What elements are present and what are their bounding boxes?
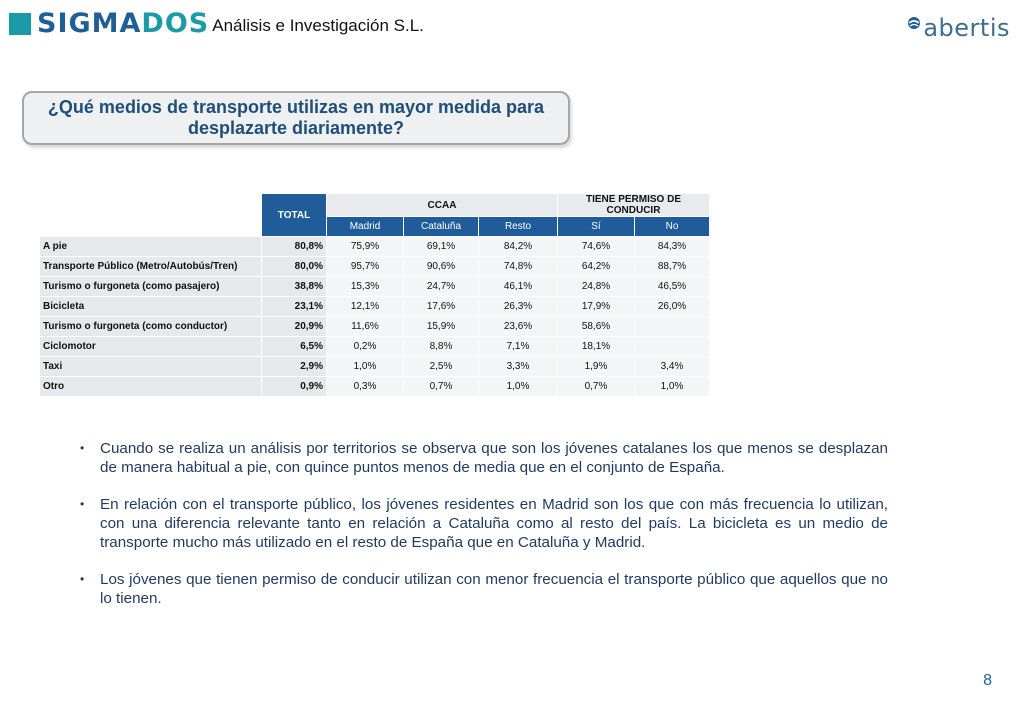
cell-cataluna: 15,9% xyxy=(403,316,479,337)
cell-madrid: 95,7% xyxy=(326,256,404,277)
cell-no: 46,5% xyxy=(634,276,710,297)
cell-resto: 26,3% xyxy=(478,296,558,317)
header-cataluna: Cataluña xyxy=(403,216,479,237)
cell-no: 1,0% xyxy=(634,376,710,397)
cell-resto: 3,3% xyxy=(478,356,558,377)
transport-table: TOTAL CCAA TIENE PERMISO DE CONDUCIR Mad… xyxy=(40,194,710,397)
cell-cataluna: 2,5% xyxy=(403,356,479,377)
row-total: 80,0% xyxy=(261,256,327,277)
row-label: Bicicleta xyxy=(40,296,262,317)
table-header-row-1: TOTAL CCAA TIENE PERMISO DE CONDUCIR xyxy=(40,194,710,237)
cell-madrid: 12,1% xyxy=(326,296,404,317)
bullet-text: Los jóvenes que tienen permiso de conduc… xyxy=(100,571,888,607)
cell-resto: 84,2% xyxy=(478,236,558,257)
cell-cataluna: 24,7% xyxy=(403,276,479,297)
cell-si: 58,6% xyxy=(557,316,635,337)
logo-wordmark: SIGMADOS xyxy=(37,10,209,38)
table-row: Bicicleta 23,1% 12,1% 17,6% 26,3% 17,9% … xyxy=(40,296,710,317)
cell-cataluna: 8,8% xyxy=(403,336,479,357)
cell-no: 26,0% xyxy=(634,296,710,317)
row-total: 23,1% xyxy=(261,296,327,317)
cell-resto: 46,1% xyxy=(478,276,558,297)
cell-madrid: 75,9% xyxy=(326,236,404,257)
header-no: No xyxy=(634,216,710,237)
cell-madrid: 0,3% xyxy=(326,376,404,397)
bullet-list: • Cuando se realiza un análisis por terr… xyxy=(80,439,888,626)
row-label: Turismo o furgoneta (como conductor) xyxy=(40,316,262,337)
abertis-wordmark: abertis xyxy=(923,14,1010,42)
sigmados-logo: SIGMADOS Análisis e Investigación S.L. xyxy=(9,10,424,38)
cell-resto: 7,1% xyxy=(478,336,558,357)
row-label: Transporte Público (Metro/Autobús/Tren) xyxy=(40,256,262,277)
bullet-dot-icon: • xyxy=(80,441,85,455)
row-label: Ciclomotor xyxy=(40,336,262,357)
header-empty-cell xyxy=(40,194,262,237)
header-madrid: Madrid xyxy=(326,216,404,237)
table-row: Transporte Público (Metro/Autobús/Tren) … xyxy=(40,256,710,277)
company-subtitle: Análisis e Investigación S.L. xyxy=(212,16,424,35)
cell-cataluna: 17,6% xyxy=(403,296,479,317)
cell-cataluna: 0,7% xyxy=(403,376,479,397)
bullet-dot-icon: • xyxy=(80,572,85,586)
row-label: Taxi xyxy=(40,356,262,377)
cell-resto: 23,6% xyxy=(478,316,558,337)
table-row: Otro 0,9% 0,3% 0,7% 1,0% 0,7% 1,0% xyxy=(40,376,710,397)
table-row: Ciclomotor 6,5% 0,2% 8,8% 7,1% 18,1% xyxy=(40,336,710,357)
logo-square-icon xyxy=(9,13,31,35)
cell-si: 17,9% xyxy=(557,296,635,317)
cell-madrid: 1,0% xyxy=(326,356,404,377)
row-total: 6,5% xyxy=(261,336,327,357)
cell-resto: 1,0% xyxy=(478,376,558,397)
table-row: Turismo o furgoneta (como pasajero) 38,8… xyxy=(40,276,710,297)
cell-si: 74,6% xyxy=(557,236,635,257)
cell-si: 64,2% xyxy=(557,256,635,277)
cell-madrid: 11,6% xyxy=(326,316,404,337)
question-title: ¿Qué medios de transporte utilizas en ma… xyxy=(47,97,545,138)
cell-no: 3,4% xyxy=(634,356,710,377)
list-item: • Los jóvenes que tienen permiso de cond… xyxy=(80,570,888,608)
header-total: TOTAL xyxy=(261,194,327,237)
question-box: ¿Qué medios de transporte utilizas en ma… xyxy=(22,91,570,145)
table-header-row-2: Madrid Cataluña Resto Sí No xyxy=(40,216,710,237)
cell-si: 24,8% xyxy=(557,276,635,297)
abertis-logo: abertis xyxy=(907,14,1010,42)
cell-si: 0,7% xyxy=(557,376,635,397)
cell-cataluna: 69,1% xyxy=(403,236,479,257)
row-label: Turismo o furgoneta (como pasajero) xyxy=(40,276,262,297)
cell-resto: 74,8% xyxy=(478,256,558,277)
row-label: A pie xyxy=(40,236,262,257)
cell-madrid: 0,2% xyxy=(326,336,404,357)
cell-no: 84,3% xyxy=(634,236,710,257)
bullet-dot-icon: • xyxy=(80,497,85,511)
row-total: 38,8% xyxy=(261,276,327,297)
table-row: A pie 80,8% 75,9% 69,1% 84,2% 74,6% 84,3… xyxy=(40,236,710,257)
cell-si: 18,1% xyxy=(557,336,635,357)
header-ccaa: CCAA xyxy=(326,194,558,217)
header-permiso: TIENE PERMISO DE CONDUCIR xyxy=(557,194,710,217)
cell-no xyxy=(634,316,710,337)
row-total: 2,9% xyxy=(261,356,327,377)
row-total: 80,8% xyxy=(261,236,327,257)
table-row: Taxi 2,9% 1,0% 2,5% 3,3% 1,9% 3,4% xyxy=(40,356,710,377)
cell-no: 88,7% xyxy=(634,256,710,277)
bullet-text: En relación con el transporte público, l… xyxy=(100,496,888,551)
cell-no xyxy=(634,336,710,357)
header-resto: Resto xyxy=(478,216,558,237)
logo-text-dark: SIGMA xyxy=(37,8,142,39)
table-row: Turismo o furgoneta (como conductor) 20,… xyxy=(40,316,710,337)
bullet-text: Cuando se realiza un análisis por territ… xyxy=(100,440,888,476)
row-total: 0,9% xyxy=(261,376,327,397)
row-label: Otro xyxy=(40,376,262,397)
row-total: 20,9% xyxy=(261,316,327,337)
cell-cataluna: 90,6% xyxy=(403,256,479,277)
header-si: Sí xyxy=(557,216,635,237)
list-item: • En relación con el transporte público,… xyxy=(80,495,888,552)
cell-madrid: 15,3% xyxy=(326,276,404,297)
logo-text-teal: DOS xyxy=(141,8,210,39)
abertis-swirl-icon xyxy=(908,17,921,29)
page-number: 8 xyxy=(983,672,992,689)
list-item: • Cuando se realiza un análisis por terr… xyxy=(80,439,888,477)
cell-si: 1,9% xyxy=(557,356,635,377)
